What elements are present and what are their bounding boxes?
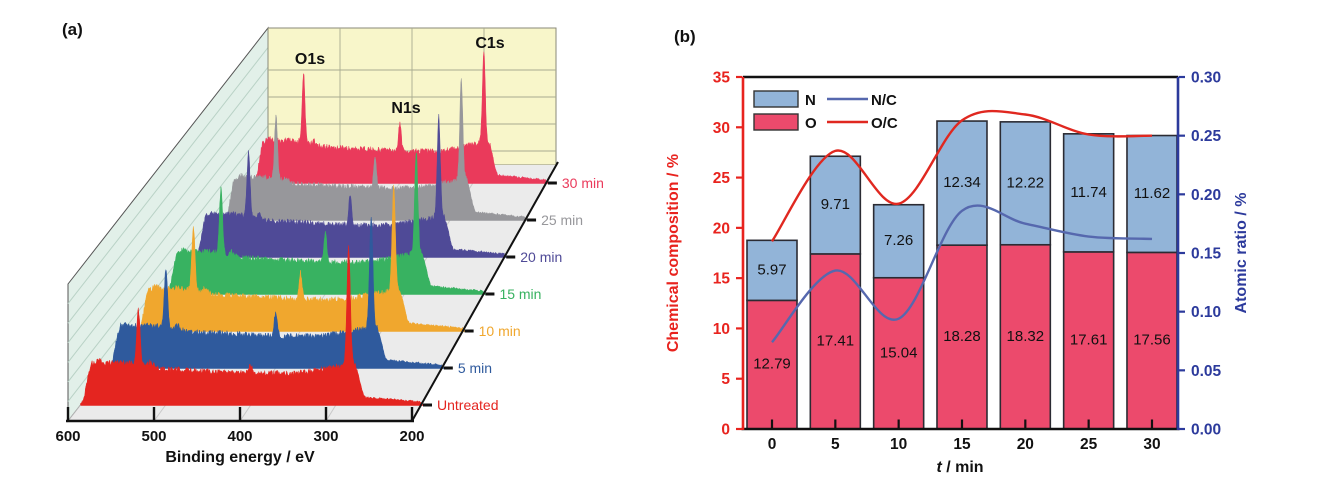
panel-b-left-axis-title: Chemical composition / % <box>665 154 682 352</box>
left-wall-hatch-line <box>67 47 269 304</box>
right-tick-label: 0.15 <box>1191 246 1222 263</box>
x-tick-label-b: 25 <box>1080 436 1098 453</box>
peak-label-N1s: N1s <box>391 100 420 117</box>
x-tick-label-a: 400 <box>227 428 252 445</box>
bar-value-O: 18.32 <box>1007 328 1045 345</box>
spectrum-5-min <box>109 216 443 369</box>
series-label-30-min: 30 min <box>562 175 604 191</box>
spectrum-10-min <box>137 184 463 332</box>
right-tick-label: 0.10 <box>1191 304 1221 321</box>
bar-O-25 <box>1062 251 1115 430</box>
panel-a-x-axis-title: Binding energy / eV <box>165 449 315 466</box>
left-wall-hatch-line <box>67 105 269 363</box>
legend-swatch-O <box>753 113 799 131</box>
bar-value-N: 7.26 <box>884 232 913 249</box>
line-o-over-c <box>771 109 1153 242</box>
depth-axis <box>411 161 559 422</box>
left-tick-label: 5 <box>721 371 730 388</box>
series-label-untreated: Untreated <box>437 397 498 413</box>
right-tick-label: 0.30 <box>1191 70 1221 87</box>
panel-b-letter: (b) <box>674 27 696 46</box>
x-tick-label-a: 500 <box>141 428 166 445</box>
bar-value-O: 17.41 <box>817 332 855 349</box>
series-label-20-min: 20 min <box>520 249 562 265</box>
left-tick-label: 35 <box>713 70 731 87</box>
panel-a-chart: 600 500 400 300 200 Untreated 5 min 10 min 15 mi… <box>55 26 604 445</box>
bar-value-O: 15.04 <box>880 344 918 361</box>
left-tick-label: 15 <box>713 271 731 288</box>
bar-value-N: 12.34 <box>943 174 981 191</box>
bar-value-N: 12.22 <box>1007 174 1045 191</box>
spectrum-20-min <box>195 114 505 258</box>
series-label-15-min: 15 min <box>499 286 541 302</box>
bar-O-10 <box>872 276 925 430</box>
bar-value-N: 11.74 <box>1070 184 1106 201</box>
line-n-over-c <box>771 204 1153 343</box>
bar-value-O: 17.56 <box>1133 332 1171 349</box>
bar-O-15 <box>936 244 988 430</box>
left-wall-hatch-line <box>67 66 269 324</box>
bar-N-0 <box>746 239 798 302</box>
left-tick-label: 10 <box>713 321 730 338</box>
bar-value-N: 5.97 <box>757 261 786 278</box>
bar-value-N: 9.71 <box>821 196 850 213</box>
panel-a-letter: (a) <box>62 20 83 39</box>
x-tick-label-a: 200 <box>399 428 424 445</box>
bar-value-O: 17.61 <box>1070 331 1108 348</box>
peak-label-O1s: O1s <box>295 51 325 68</box>
right-tick-label: 0.25 <box>1191 128 1222 145</box>
bar-O-20 <box>999 243 1052 430</box>
right-tick-label: 0.20 <box>1191 187 1221 204</box>
x-tick-label-b: 30 <box>1143 436 1160 453</box>
x-tick-label-b: 20 <box>1017 436 1034 453</box>
series-label-5-min: 5 min <box>458 360 492 376</box>
bar-O-5 <box>809 253 862 430</box>
right-tick-label: 0.00 <box>1191 422 1221 439</box>
legend-label-N: N <box>805 92 816 109</box>
bar-O-30 <box>1126 251 1178 430</box>
legend-label-O: O <box>805 115 817 132</box>
series-label-10-min: 10 min <box>479 323 521 339</box>
legend: N N/C O O/C <box>753 90 898 132</box>
spectrum-untreated <box>80 245 422 406</box>
left-wall-hatch-line <box>67 86 269 344</box>
panel-b-chart: 0 5 10 15 20 25 30 12.79 5.97 17.41 9.71 15.04 7.26 1… <box>713 70 1222 454</box>
spectrum-25-min <box>224 78 526 221</box>
left-tick-label: 30 <box>713 120 730 137</box>
legend-line-label-oc: O/C <box>871 115 898 132</box>
x-tick-label-b: 0 <box>768 436 777 453</box>
left-tick-label: 25 <box>713 170 731 187</box>
x-tick-label-a: 300 <box>313 428 338 445</box>
spectrum-30-min <box>253 51 547 184</box>
left-tick-label: 0 <box>721 422 730 439</box>
x-tick-label-a: 600 <box>55 428 80 445</box>
legend-swatch-N <box>753 90 799 108</box>
panel-b-right-axis-title: Atomic ratio / % <box>1233 193 1250 314</box>
panel-b-x-axis-title: t / min <box>936 459 983 476</box>
spectrum-15-min <box>166 152 484 295</box>
bar-value-O: 12.79 <box>753 356 791 373</box>
bar-value-N: 11.62 <box>1134 185 1170 202</box>
bar-value-O: 18.28 <box>943 328 981 345</box>
x-tick-label-b: 15 <box>953 436 971 453</box>
bar-N-10 <box>872 203 925 279</box>
x-tick-label-b: 10 <box>890 436 907 453</box>
bar-N-30 <box>1126 134 1178 254</box>
legend-line-label-nc: N/C <box>871 92 897 109</box>
x-tick-label-b: 5 <box>831 436 840 453</box>
left-wall-hatch-line <box>67 125 269 383</box>
bar-N-5 <box>809 155 862 255</box>
right-tick-label: 0.05 <box>1191 363 1222 380</box>
left-tick-label: 20 <box>713 220 730 237</box>
series-label-25-min: 25 min <box>541 212 583 228</box>
peak-label-C1s: C1s <box>475 35 504 52</box>
